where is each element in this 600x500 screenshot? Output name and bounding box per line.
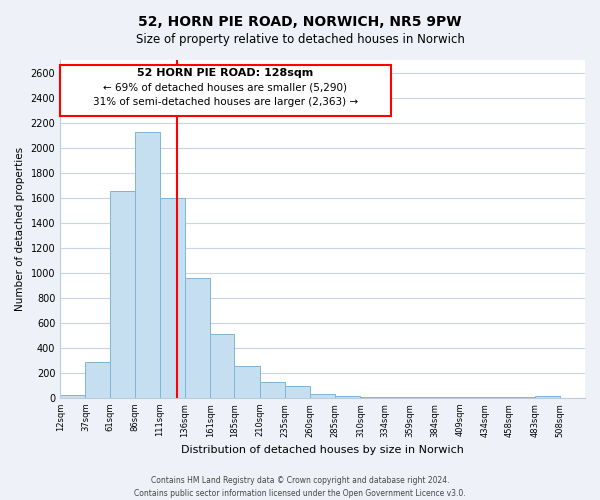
Bar [210, 334, 235, 398]
Text: Contains HM Land Registry data © Crown copyright and database right 2024.
Contai: Contains HM Land Registry data © Crown c… [134, 476, 466, 498]
Bar [235, 366, 260, 398]
Text: 52 HORN PIE ROAD: 128sqm: 52 HORN PIE ROAD: 128sqm [137, 68, 313, 78]
Bar [160, 198, 185, 398]
Bar [535, 396, 560, 398]
Bar [285, 386, 310, 398]
Y-axis label: Number of detached properties: Number of detached properties [15, 147, 25, 311]
Text: 31% of semi-detached houses are larger (2,363) →: 31% of semi-detached houses are larger (… [93, 97, 358, 107]
Bar [335, 396, 361, 398]
FancyBboxPatch shape [60, 65, 391, 116]
Bar [110, 192, 135, 398]
Text: Size of property relative to detached houses in Norwich: Size of property relative to detached ho… [136, 32, 464, 46]
Bar [185, 278, 210, 398]
X-axis label: Distribution of detached houses by size in Norwich: Distribution of detached houses by size … [181, 445, 464, 455]
Bar [85, 362, 110, 398]
Bar [60, 396, 85, 398]
Bar [135, 132, 160, 398]
Text: 52, HORN PIE ROAD, NORWICH, NR5 9PW: 52, HORN PIE ROAD, NORWICH, NR5 9PW [138, 15, 462, 29]
Bar [260, 382, 285, 398]
Bar [310, 394, 335, 398]
Text: ← 69% of detached houses are smaller (5,290): ← 69% of detached houses are smaller (5,… [103, 83, 347, 93]
